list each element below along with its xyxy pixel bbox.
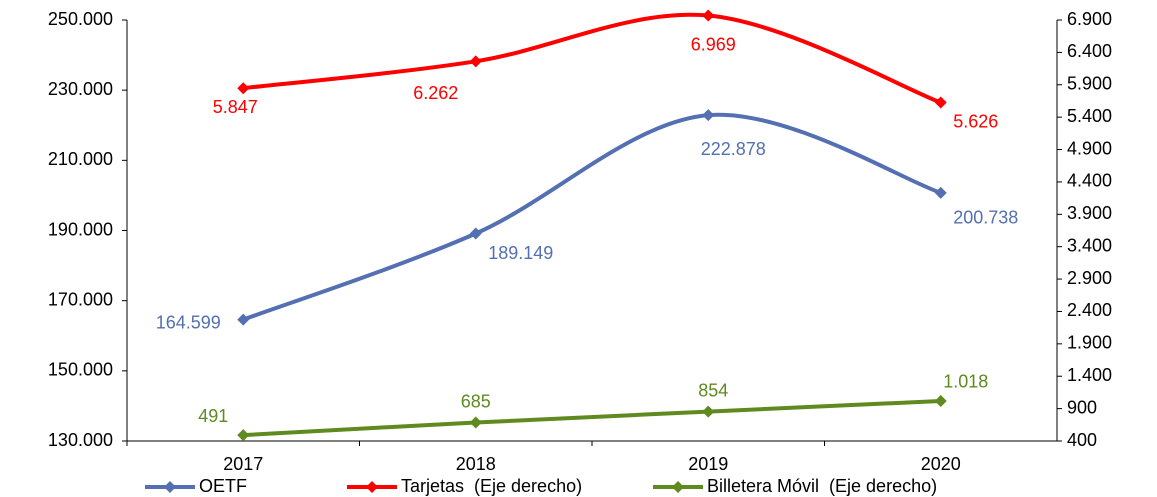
y-tick-label: 230.000 [48,79,113,99]
y2-tick-label: 400 [1067,430,1097,450]
x-tick-label: 2017 [223,454,263,474]
point-marker [702,109,715,122]
series-line [242,112,942,322]
point-marker [702,405,715,418]
data-label: 6.262 [413,83,458,103]
point-marker [934,186,947,199]
point-marker [469,227,482,240]
y2-tick-label: 6.900 [1067,9,1112,29]
point-marker [934,96,947,109]
y2-tick-label: 900 [1067,397,1097,417]
data-label: 685 [461,391,491,411]
data-label: 200.738 [953,208,1018,228]
x-tick-label: 2019 [688,454,728,474]
legend-marker [366,481,378,493]
data-label: 189.149 [488,243,553,263]
data-label: 854 [698,380,728,400]
data-label: 164.599 [156,312,221,332]
legend-label: Billetera Móvil (Eje derecho) [707,476,937,496]
y-tick-label: 130.000 [48,430,113,450]
series-line [243,398,941,438]
point-marker [469,55,482,68]
data-label: 491 [198,406,228,426]
x-tick-label: 2018 [456,454,496,474]
y2-tick-label: 4.400 [1067,171,1112,191]
y2-tick-label: 5.900 [1067,74,1112,94]
y2-tick-label: 6.400 [1067,41,1112,61]
data-label: 222.878 [701,139,766,159]
legend-marker [672,481,684,493]
data-label: 6.969 [691,34,736,54]
y2-tick-label: 2.900 [1067,268,1112,288]
point-marker [702,9,715,22]
legend-marker [164,481,176,493]
y-tick-label: 170.000 [48,289,113,309]
y-tick-label: 210.000 [48,149,113,169]
x-tick-label: 2020 [921,454,961,474]
data-label: 5.626 [953,111,998,131]
y-tick-label: 250.000 [48,9,113,29]
data-label: 5.847 [213,97,258,117]
y-tick-label: 150.000 [48,360,113,380]
point-marker [237,429,250,442]
point-marker [469,416,482,429]
data-label: 1.018 [943,372,988,392]
y2-tick-label: 1.900 [1067,333,1112,353]
y2-tick-label: 3.400 [1067,235,1112,255]
y-tick-label: 190.000 [48,219,113,239]
y2-tick-label: 1.400 [1067,365,1112,385]
point-marker [237,82,250,95]
y2-tick-label: 5.400 [1067,106,1112,126]
legend-label: Tarjetas (Eje derecho) [401,476,582,496]
legend-label: OETF [199,476,247,496]
y2-tick-label: 3.900 [1067,203,1112,223]
point-marker [237,313,250,326]
series-line [243,12,942,105]
y2-tick-label: 4.900 [1067,138,1112,158]
y2-tick-label: 2.400 [1067,300,1112,320]
point-marker [934,394,947,407]
